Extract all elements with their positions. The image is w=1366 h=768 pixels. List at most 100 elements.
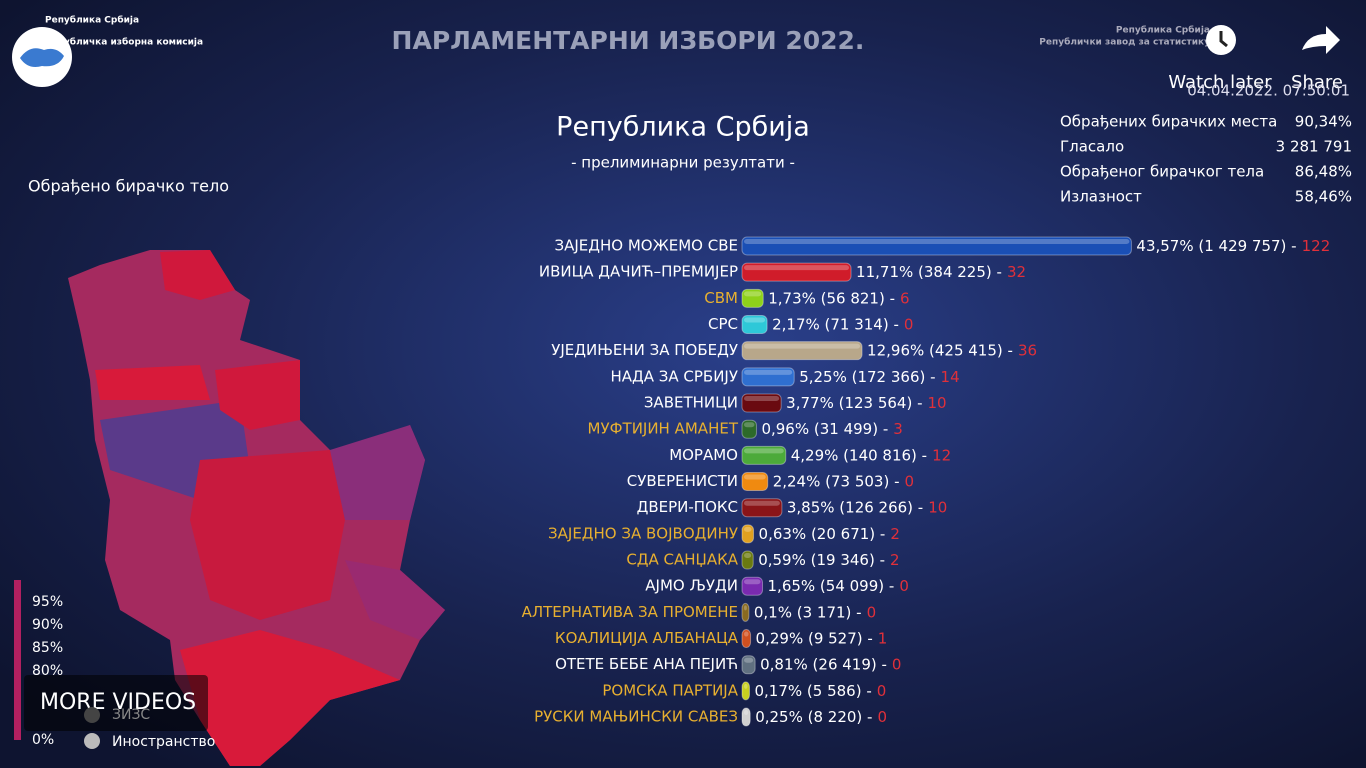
seats-label: 0 — [877, 681, 887, 699]
seats-label: 1 — [878, 629, 888, 647]
seats-label: 3 — [893, 420, 903, 438]
seats-label: 0 — [892, 655, 902, 673]
value-label: 0,63% (20 671) - — [759, 524, 886, 542]
party-name: ЗАЈЕДНО МОЖЕМО СВЕ — [555, 237, 739, 255]
party-name: СРС — [708, 315, 738, 333]
bar — [741, 262, 852, 282]
logo-text: Република Србија — [45, 15, 139, 26]
bar-shine — [744, 422, 755, 428]
party-name: КОАЛИЦИЈА АЛБАНАЦА — [555, 629, 739, 647]
stat-label: Гласало — [1060, 138, 1124, 156]
map-region — [95, 365, 210, 400]
value-label: 1,65% (54 099) - — [768, 577, 895, 595]
bar-shine — [744, 291, 762, 297]
legend-label: ЗИЗС — [112, 707, 150, 723]
map — [68, 250, 445, 766]
seats-label: 12 — [932, 446, 951, 464]
party-name: УЈЕДИЊЕНИ ЗА ПОБЕДУ — [551, 341, 738, 359]
party-name: АЈМО ЉУДИ — [645, 577, 738, 595]
bar — [741, 629, 752, 649]
bar-shine — [744, 265, 850, 271]
seats-label: 0 — [904, 315, 914, 333]
more-videos-label[interactable]: MORE VIDEOS — [40, 690, 196, 715]
seats-label: 122 — [1302, 237, 1331, 255]
value-label: 43,57% (1 429 757) - — [1136, 237, 1296, 255]
value-label: 2,24% (73 503) - — [773, 472, 900, 490]
bar-label: 43,57% (1 429 757) - 122 — [1136, 237, 1330, 255]
bar — [741, 315, 768, 335]
bar-label: 0,63% (20 671) -2 — [759, 524, 900, 542]
bar — [741, 393, 782, 413]
bar-label: 0,81% (26 419) - 0 — [760, 655, 901, 673]
stat-label: Обрађеног бирачког тела — [1060, 163, 1264, 181]
party-name: СВМ — [704, 289, 738, 307]
bar — [741, 576, 764, 596]
bar-label: 2,17% (71 314) - 0 — [772, 315, 913, 333]
clock-hands — [1219, 31, 1228, 48]
value-label: 4,29% (140 816) - — [791, 446, 927, 464]
seats-label: 0 — [899, 577, 909, 595]
more-videos-overlay[interactable] — [24, 675, 208, 731]
value-label: 2,17% (71 314) - — [772, 315, 899, 333]
bar-label: 1,65% (54 099) -0 — [768, 577, 909, 595]
legend-dot — [84, 707, 100, 723]
party-name: ДВЕРИ-ПОКС — [637, 498, 738, 516]
bar — [741, 472, 769, 492]
bar — [741, 707, 751, 727]
bar-shine — [744, 710, 749, 716]
bar-shine — [744, 343, 861, 349]
bar-shine — [744, 526, 752, 532]
party-name: РУСКИ МАЊИНСКИ САВЕЗ — [534, 708, 738, 726]
bar — [741, 524, 755, 544]
bar-label: 4,29% (140 816) - 12 — [791, 446, 951, 464]
chart-subtitle: - прелиминарни резултати - — [571, 154, 795, 172]
map-region — [160, 250, 235, 300]
stat-value: 58,46% — [1295, 188, 1352, 206]
map-region — [190, 450, 345, 620]
seats-label: 32 — [1007, 263, 1026, 281]
share-label[interactable]: Share — [1291, 72, 1343, 93]
stat-value: 90,34% — [1295, 113, 1352, 131]
bar-label: 0,96% (31 499) - 3 — [761, 420, 902, 438]
value-label: 0,29% (9 527) - — [756, 629, 873, 647]
value-label: 3,85% (126 266) - — [787, 498, 923, 516]
legend-tick-label: 80% — [32, 663, 63, 679]
bar — [741, 445, 787, 465]
bar — [741, 288, 764, 308]
map-region — [180, 630, 400, 766]
seats-label: 6 — [900, 289, 910, 307]
watch-later-label[interactable]: Watch later — [1168, 72, 1272, 93]
share-icon[interactable] — [1302, 26, 1340, 54]
party-name: ОТЕТЕ БЕБЕ АНА ПЕЈИЋ — [555, 655, 738, 673]
value-label: 0,59% (19 346) - — [758, 551, 885, 569]
legend-tick-label: 95% — [32, 594, 63, 610]
stat-label: Обрађених бирачких места — [1060, 113, 1277, 131]
bar — [741, 341, 863, 361]
bar-label: 0,59% (19 346) - 2 — [758, 551, 899, 569]
value-label: 11,71% (384 225) - — [856, 263, 1002, 281]
legend-tick-label: 90% — [32, 617, 63, 633]
logo-text: Република Србија — [1116, 25, 1210, 36]
bar-shine — [744, 396, 780, 402]
stat-label: Излазност — [1060, 188, 1142, 206]
avatar-icon — [20, 48, 64, 67]
value-label: 0,96% (31 499) - — [761, 420, 888, 438]
bar-shine — [744, 579, 761, 585]
bar-shine — [744, 448, 784, 454]
bar — [741, 681, 750, 701]
timestamp: 04.04.2022. 07:50:01 — [1187, 82, 1350, 100]
bar-label: 5,25% (172 366) - 14 — [799, 367, 959, 385]
bar — [741, 602, 750, 622]
party-name: ИВИЦА ДАЧИЋ–ПРЕМИЈЕР — [539, 263, 738, 281]
bar-label: 3,77% (123 564) - 10 — [786, 394, 946, 412]
seats-label: 2 — [890, 524, 900, 542]
header-title: ПАРЛАМЕНТАРНИ ИЗБОРИ 2022. — [392, 26, 865, 55]
bar-label: 0,25% (8 220) - 0 — [755, 708, 887, 726]
bar-shine — [744, 474, 766, 480]
bar-shine — [744, 605, 747, 611]
bar-shine — [744, 239, 1130, 244]
bar-shine — [744, 317, 766, 323]
seats-label: 10 — [928, 498, 947, 516]
